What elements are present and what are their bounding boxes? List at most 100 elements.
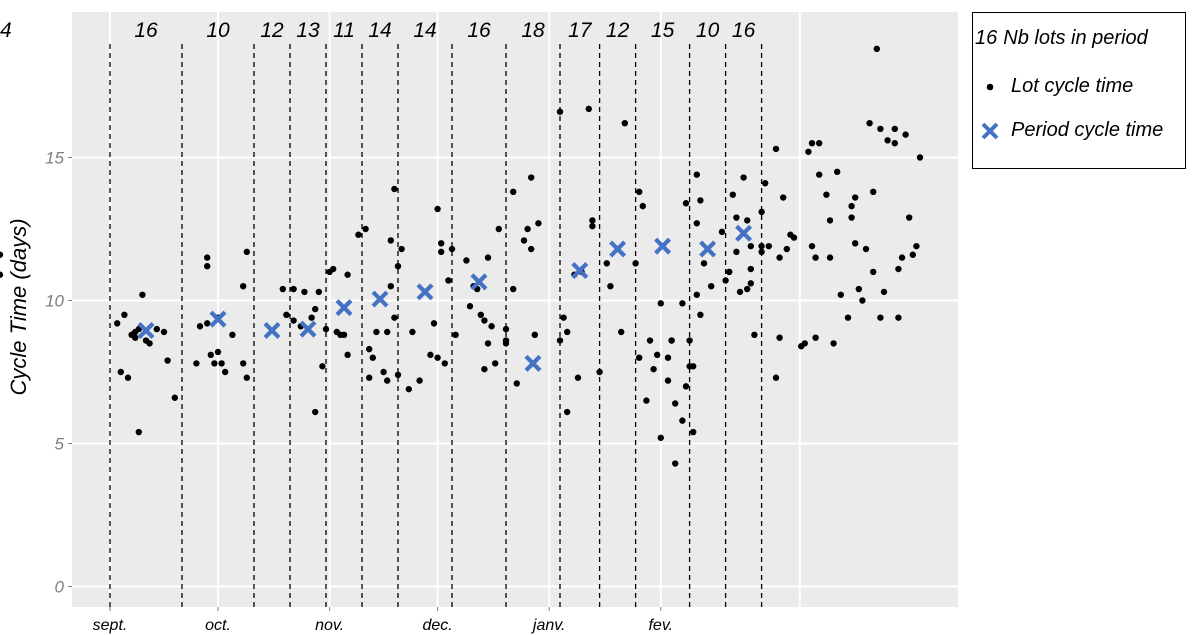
period-lot-count: 12 [606, 19, 630, 42]
lot-dot [211, 360, 218, 367]
lot-dot [434, 354, 441, 361]
lot-dot [556, 337, 564, 344]
lot-dot [873, 45, 880, 53]
period-lot-count: 14 [0, 19, 12, 42]
cross-icon [971, 120, 1009, 142]
period-cycle-time-marker [470, 273, 488, 291]
lot-dot [398, 245, 405, 253]
lot-dot [531, 331, 538, 339]
lot-dot [434, 205, 441, 213]
lot-dot [240, 283, 247, 290]
lot-dot [344, 271, 351, 278]
lot-dot [438, 240, 445, 247]
lot-dot [870, 188, 877, 196]
lot-dot [117, 368, 125, 376]
lot-dot [214, 348, 222, 356]
x-tick-label: sept. [93, 617, 128, 634]
lot-dot [524, 225, 531, 233]
lot-dot [502, 325, 510, 333]
lot-dot [308, 314, 315, 321]
x-tick-label: oct. [205, 617, 231, 634]
lot-dot [682, 200, 690, 207]
period-cycle-time-marker [335, 299, 353, 317]
period-lot-count: 16 [467, 19, 491, 42]
lot-dot [852, 194, 859, 201]
lot-dot [369, 354, 376, 361]
lot-dot [556, 108, 564, 115]
period-cycle-time-marker [137, 322, 155, 340]
period-lot-count: 10 [206, 19, 230, 42]
lot-dot [758, 208, 765, 216]
lot-dot [290, 285, 297, 293]
lot-dot [301, 288, 308, 296]
y-tick-label: 5 [55, 435, 65, 454]
lot-dot [816, 171, 823, 178]
lot-dot [632, 260, 639, 267]
lot-dot [664, 354, 672, 361]
lot-dot [848, 202, 855, 210]
lot-dot [204, 262, 211, 270]
lot-dot [751, 331, 758, 339]
lot-dot [481, 365, 488, 373]
lot-dot [405, 385, 412, 393]
lot-dot [693, 171, 700, 178]
lot-dot [913, 242, 920, 250]
period-lot-count: 11 [333, 19, 355, 42]
period-lot-count: 13 [296, 19, 320, 42]
lot-dot [772, 145, 780, 153]
lot-dot [776, 334, 783, 341]
period-cycle-time-marker [609, 240, 627, 258]
dot-icon [971, 82, 1009, 92]
period-cycle-time-marker [699, 240, 717, 258]
lot-dot [693, 291, 700, 298]
legend-period-label: Period cycle time [1011, 119, 1164, 141]
period-lot-count: 17 [568, 19, 593, 42]
lot-dot [877, 314, 884, 321]
lot-dot [452, 331, 459, 339]
lot-dot [877, 125, 884, 133]
lot-dot [690, 363, 697, 370]
lot-dot [837, 291, 844, 298]
lot-dot [564, 328, 571, 336]
lot-dot [726, 268, 733, 276]
x-tick-label: janv. [531, 617, 566, 634]
lot-dot [124, 374, 132, 381]
lot-dot [164, 357, 171, 364]
lot-dot [240, 360, 247, 367]
period-cycle-time-marker [209, 310, 227, 328]
lot-dot [682, 383, 690, 390]
lot-dot [520, 237, 528, 244]
period-cycle-time-marker [654, 237, 672, 255]
lot-dot [193, 360, 200, 367]
lot-dot [394, 371, 402, 379]
lot-dot [736, 288, 744, 296]
lot-dot [747, 280, 754, 287]
lot-dot [409, 328, 416, 336]
legend-lot-label: Lot cycle time [1011, 75, 1134, 97]
lot-dot [654, 351, 661, 359]
lot-dot [657, 300, 664, 307]
lot-dot [650, 365, 657, 373]
lot-dot [672, 460, 679, 467]
lot-dot [708, 283, 715, 290]
lot-dot [564, 408, 571, 416]
lot-dot [153, 325, 160, 333]
lot-dot [700, 260, 708, 267]
period-cycle-time-marker [416, 283, 434, 301]
lot-dot [668, 337, 675, 344]
lot-dot [362, 225, 369, 233]
lot-dot [902, 131, 909, 138]
lot-dot [830, 340, 837, 347]
lot-dot [618, 328, 625, 336]
lot-dot [495, 225, 502, 233]
period-cycle-time-marker [735, 224, 753, 242]
lot-dot [366, 345, 373, 353]
lot-dot [121, 311, 128, 318]
lot-dot [589, 222, 596, 230]
lot-dot [391, 314, 398, 321]
lot-dot [283, 311, 290, 318]
y-tick-label: 0 [55, 578, 65, 597]
legend-item-lot-count: 16 Nb lots in period [975, 27, 1148, 50]
period-cycle-time-marker [263, 322, 281, 340]
lot-dot [693, 220, 700, 227]
